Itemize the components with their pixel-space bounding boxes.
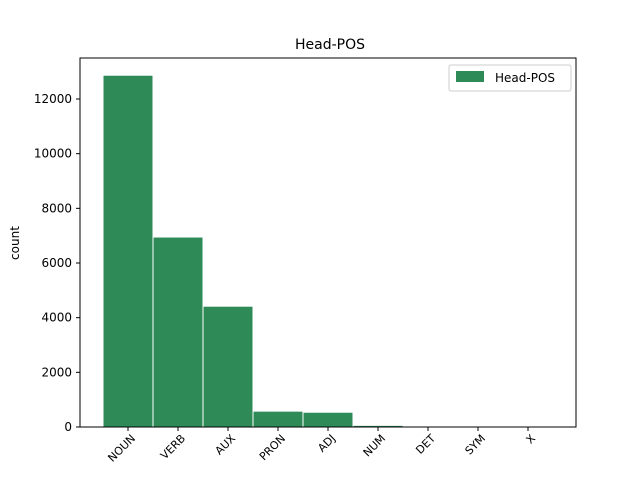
legend-swatch xyxy=(456,71,484,82)
chart-title: Head-POS xyxy=(295,37,365,53)
bar-verb xyxy=(153,237,203,427)
x-tick-label-noun: NOUN xyxy=(105,432,138,465)
x-tick-label-verb: VERB xyxy=(158,432,188,462)
x-tick-label-sym: SYM xyxy=(463,432,489,458)
x-tick-label-aux: AUX xyxy=(213,432,239,458)
y-tick-label: 12000 xyxy=(34,92,72,106)
y-tick-label: 6000 xyxy=(41,256,72,270)
x-tick-label-num: NUM xyxy=(361,432,388,459)
bar-pron xyxy=(253,411,303,427)
x-tick-label-det: DET xyxy=(413,432,438,457)
bar-adj xyxy=(303,412,353,427)
bar-noun xyxy=(103,75,153,427)
x-tick-label-pron: PRON xyxy=(257,432,288,463)
y-tick-label: 0 xyxy=(64,420,72,434)
x-tick-label-adj: ADJ xyxy=(315,432,338,455)
y-tick-label: 2000 xyxy=(41,365,72,379)
bar-aux xyxy=(203,306,253,427)
legend: Head-POS xyxy=(449,65,571,91)
bars-layer xyxy=(103,75,553,427)
legend-label: Head-POS xyxy=(495,71,555,85)
y-tick-label: 8000 xyxy=(41,201,72,215)
y-tick-label: 10000 xyxy=(34,147,72,161)
x-tick-label-x: X xyxy=(524,432,539,447)
y-tick-label: 4000 xyxy=(41,311,72,325)
y-axis-label: count xyxy=(8,226,22,260)
